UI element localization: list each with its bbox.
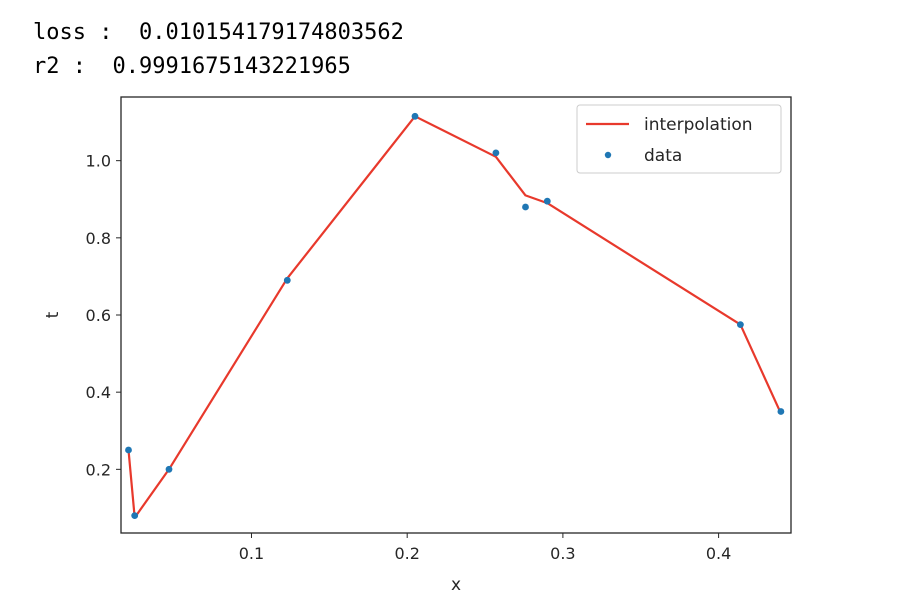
data-point [165,465,173,473]
legend-box [576,104,782,174]
r2-separator: : [59,54,86,79]
loss-separator: : [85,20,113,45]
x-tick-label: 0.3 [550,544,575,563]
interpolation-line [127,115,782,519]
data-point [125,446,132,454]
x-tick-label: 0.2 [394,544,419,563]
y-tick-label: 0.6 [86,306,111,325]
x-tick-label: 0.4 [706,544,731,563]
data-point [737,321,744,328]
data-point [283,276,291,284]
plot-layer [125,112,785,519]
data-point [522,203,529,211]
legend-data-swatch [604,151,612,159]
data-point [492,149,500,157]
data-point [777,408,785,415]
legend-interpolation-label: interpolation [644,115,753,135]
legend-data-label: data [644,146,682,166]
legend: interpolation data [576,104,782,174]
x-tick-label: 0.1 [239,544,264,563]
data-point [411,112,419,120]
y-tick-label: 0.4 [86,383,111,402]
data-point [131,512,139,519]
y-tick-label: 0.8 [86,229,111,248]
y-axis-label: t [43,311,63,318]
r2-key: r2 [33,54,60,79]
y-tick-label: 0.2 [86,460,111,479]
loss-value: 0.010154179174803562 [138,20,404,45]
y-tick-label: 1.0 [86,152,111,171]
r2-value: 0.9991675143221965 [112,54,351,79]
tick-layer: 0.1 0.2 0.3 0.4 0.2 0.4 0.6 0.8 1.0 [86,152,732,563]
data-point [543,197,551,205]
loss-key: loss [33,20,86,45]
loss-output-line: loss : 0.010154179174803562 [33,20,404,46]
r2-output-line: r2 : 0.9991675143221965 [33,54,351,80]
x-axis-label: x [451,575,461,595]
